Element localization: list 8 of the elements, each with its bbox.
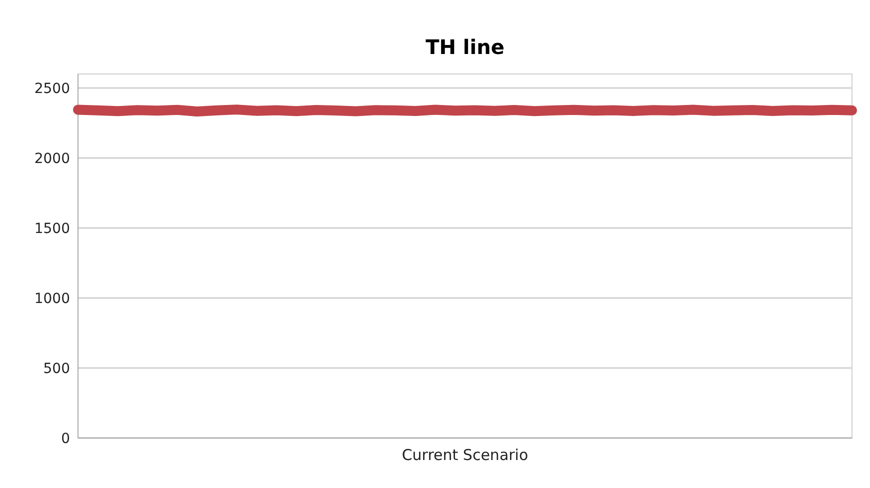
y-tick-label: 0	[61, 430, 70, 447]
y-tick-label: 500	[43, 360, 70, 377]
y-tick-label: 1000	[34, 290, 70, 307]
x-axis-title: Current Scenario	[402, 446, 528, 464]
y-tick-label: 1500	[34, 220, 70, 237]
y-tick-label: 2000	[34, 150, 70, 167]
y-tick-label: 2500	[34, 80, 70, 97]
chart-title: TH line	[426, 35, 504, 59]
